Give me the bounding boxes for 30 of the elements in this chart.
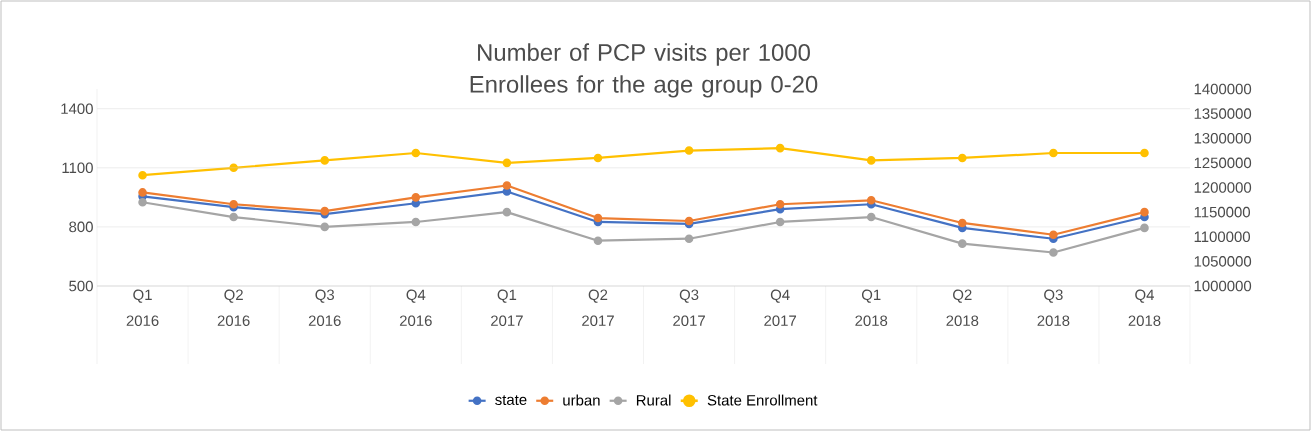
y2-tick-label: 1050000 [1194,256,1252,267]
x-tick-label: Q1 2016 [126,289,159,326]
x-tick-label: Q4 2016 [399,289,432,326]
x-tick-label: Q3 2017 [673,289,705,326]
y2-tick-label: 1300000 [1194,132,1252,144]
y2-tick-label: 1350000 [1194,108,1252,119]
legend-label: State Enrollment [707,394,818,406]
x-tick-label: Q2 2016 [217,289,250,326]
x-tick-label: Q2 2018 [946,289,979,326]
y-tick-label: 1400 [61,103,93,114]
y-tick-label: 500 [69,280,93,292]
y2-tick-label: 1250000 [1194,157,1252,169]
x-tick-label: Q3 2016 [308,289,341,326]
x-tick-label: Q4 2017 [764,289,797,326]
legend-label: urban [563,394,600,406]
x-tick-label: Q3 2018 [1037,289,1070,326]
legend-label: Rural [636,394,671,406]
x-tick-label: Q2 2017 [582,289,614,326]
x-tick-label: Q4 2018 [1128,289,1161,326]
y2-tick-label: 1400000 [1194,83,1252,95]
y2-tick-label: 1200000 [1194,182,1252,193]
legend-label: state [495,395,527,405]
y2-tick-label: 1000000 [1194,280,1252,292]
y2-tick-label: 1150000 [1194,206,1251,218]
y-tick-label: 800 [69,221,93,233]
x-tick-label: Q1 2017 [491,289,523,326]
y2-tick-label: 1100000 [1194,231,1251,243]
chart-title: Number of PCP visits per 1000 Enrollees for the age group 0-20 [470,43,818,98]
x-tick-label: Q1 2018 [855,289,888,326]
y-tick-label: 1100 [62,162,93,174]
